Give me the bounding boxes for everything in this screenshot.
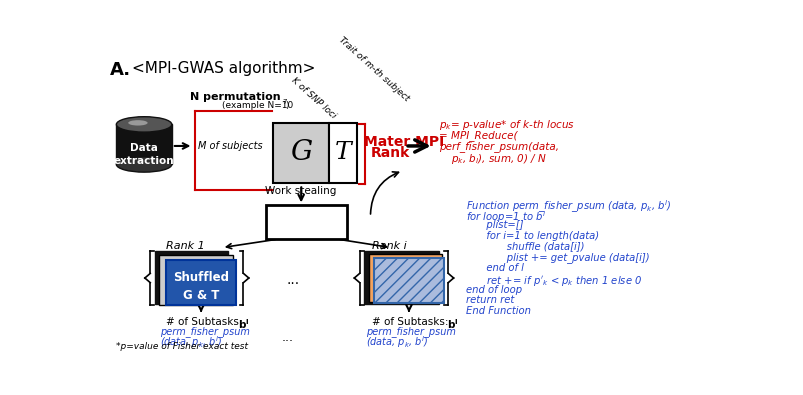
Text: ...: ... bbox=[287, 273, 300, 287]
Text: ret += if $p'_k$ < $p_k$ then 1 else 0: ret += if $p'_k$ < $p_k$ then 1 else 0 bbox=[476, 274, 641, 288]
Text: A.: A. bbox=[110, 61, 131, 79]
Text: K of SNP loci: K of SNP loci bbox=[289, 76, 337, 120]
Text: Rank 1: Rank 1 bbox=[165, 241, 204, 252]
Bar bbox=[364, 252, 438, 304]
Text: 7: 7 bbox=[283, 99, 287, 105]
Text: $\bf{b^l}$: $\bf{b^l}$ bbox=[238, 317, 249, 331]
Text: <MPI-GWAS algorithm>: <MPI-GWAS algorithm> bbox=[132, 61, 315, 76]
Bar bbox=[374, 258, 443, 303]
Text: end of l: end of l bbox=[476, 263, 523, 273]
Text: M of subjects: M of subjects bbox=[198, 141, 263, 151]
Text: Rank: Rank bbox=[370, 146, 410, 160]
Bar bbox=[155, 252, 228, 304]
Text: MPI Ranks: MPI Ranks bbox=[267, 223, 344, 236]
FancyArrowPatch shape bbox=[370, 172, 398, 214]
Text: $p_k$, $b_l$), sum, 0) / N: $p_k$, $b_l$), sum, 0) / N bbox=[450, 152, 546, 166]
Bar bbox=[273, 123, 328, 183]
Text: perm_fisher_psum: perm_fisher_psum bbox=[365, 326, 455, 337]
Ellipse shape bbox=[116, 117, 172, 132]
Text: plist=[]: plist=[] bbox=[476, 220, 523, 230]
Ellipse shape bbox=[128, 120, 148, 126]
Bar bbox=[159, 255, 232, 305]
Text: Work stealing: Work stealing bbox=[265, 186, 336, 196]
Text: Slave N/b: Slave N/b bbox=[271, 211, 341, 224]
Text: shuffle (data[i]): shuffle (data[i]) bbox=[487, 241, 583, 252]
Text: $\bf{b^l}$: $\bf{b^l}$ bbox=[447, 317, 459, 331]
Text: ...: ... bbox=[281, 331, 293, 344]
Text: Data
extraction: Data extraction bbox=[114, 143, 174, 166]
Text: G: G bbox=[290, 139, 312, 166]
Text: T: T bbox=[334, 141, 351, 164]
Text: return ret: return ret bbox=[466, 295, 514, 305]
Text: for i=1 to length(data): for i=1 to length(data) bbox=[476, 231, 598, 241]
Text: End Function: End Function bbox=[466, 306, 530, 316]
Text: Rank i: Rank i bbox=[372, 241, 406, 252]
Bar bbox=[369, 254, 442, 302]
Ellipse shape bbox=[116, 157, 172, 172]
Text: end of loop: end of loop bbox=[466, 284, 521, 295]
Text: (data, $p_k$, $b^l$): (data, $p_k$, $b^l$) bbox=[160, 335, 222, 350]
Bar bbox=[266, 205, 346, 239]
Text: (example N=10: (example N=10 bbox=[222, 101, 293, 110]
Text: Mater MPI: Mater MPI bbox=[364, 135, 444, 149]
Text: perf_fisher_psum(data,: perf_fisher_psum(data, bbox=[438, 141, 558, 152]
Text: *p=value of Fisher exact test: *p=value of Fisher exact test bbox=[116, 342, 248, 351]
Text: = MPI_Reduce(: = MPI_Reduce( bbox=[438, 131, 517, 141]
Text: plist += get_pvalue (data[i]): plist += get_pvalue (data[i]) bbox=[487, 252, 648, 263]
Text: N permutation: N permutation bbox=[190, 92, 280, 102]
Text: Function perm_fisher_psum (data, $p_k$, $b^l$): Function perm_fisher_psum (data, $p_k$, … bbox=[466, 198, 671, 215]
Text: ): ) bbox=[284, 101, 288, 110]
Text: Trait of m-th subject: Trait of m-th subject bbox=[337, 35, 410, 103]
Bar bbox=[328, 123, 357, 183]
Text: # of Subtasks:: # of Subtasks: bbox=[165, 317, 245, 327]
Bar bbox=[165, 260, 236, 305]
Text: for loop=1 to $b^l$: for loop=1 to $b^l$ bbox=[466, 209, 546, 225]
Text: (data, $p_k$, $b^l$): (data, $p_k$, $b^l$) bbox=[365, 335, 428, 350]
Text: Shuffled
G & T: Shuffled G & T bbox=[173, 271, 229, 303]
Bar bbox=[116, 124, 172, 164]
Text: $p_k$= p-value* of k-th locus: $p_k$= p-value* of k-th locus bbox=[438, 118, 574, 132]
Text: # of Subtasks:: # of Subtasks: bbox=[372, 317, 451, 327]
Text: perm_fisher_psum: perm_fisher_psum bbox=[160, 326, 250, 337]
